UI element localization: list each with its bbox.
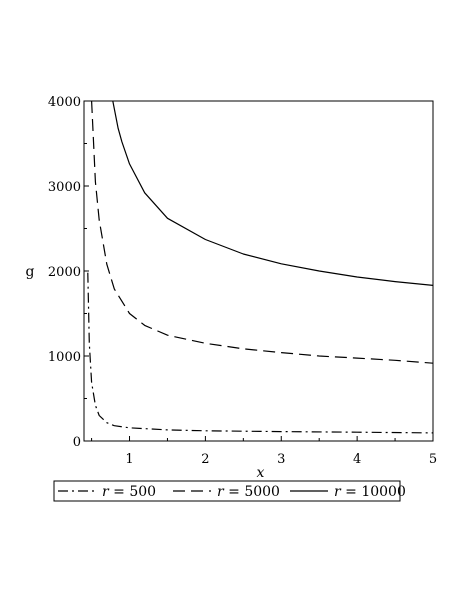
x-tick-label: 4 bbox=[353, 452, 361, 467]
plot-area: 1 2 3 4 5 0 1000 2000 3000 4000 bbox=[48, 95, 437, 467]
x-tick-label: 2 bbox=[201, 452, 209, 467]
y-tick-label: 0 bbox=[73, 435, 81, 450]
x-tick-label: 3 bbox=[277, 452, 285, 467]
y-tick-label: 2000 bbox=[48, 265, 81, 280]
legend-label: r = 10000 bbox=[334, 484, 406, 500]
x-tick-label: 1 bbox=[125, 452, 133, 467]
x-tick-label: 5 bbox=[429, 452, 437, 467]
series-line-5000 bbox=[91, 101, 433, 364]
series-line-10000 bbox=[112, 101, 433, 286]
legend-label: r = 500 bbox=[102, 484, 156, 500]
y-tick-label: 3000 bbox=[48, 180, 81, 195]
y-axis: 0 1000 2000 3000 4000 bbox=[48, 95, 89, 450]
y-tick-label: 4000 bbox=[48, 95, 81, 110]
legend: r = 500 r = 5000 r = 10000 bbox=[53, 480, 406, 502]
curves bbox=[87, 101, 433, 434]
series-line-500 bbox=[87, 272, 433, 434]
y-tick-label: 1000 bbox=[48, 350, 81, 365]
x-axis-label: x bbox=[257, 465, 265, 481]
legend-box bbox=[53, 480, 401, 502]
plot-frame bbox=[83, 100, 434, 442]
x-axis: 1 2 3 4 5 bbox=[91, 436, 437, 467]
y-axis-label: g bbox=[26, 264, 35, 280]
legend-label: r = 5000 bbox=[217, 484, 280, 500]
